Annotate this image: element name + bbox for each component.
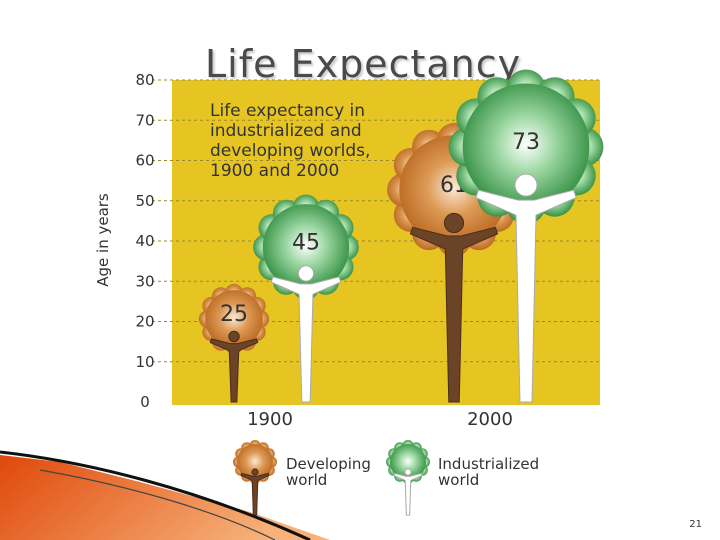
tree-bar-developing-2000: 61 xyxy=(387,123,521,403)
tree-crown xyxy=(448,69,604,225)
data-label: 25 xyxy=(220,302,248,327)
tree-trunk-figure xyxy=(409,212,499,403)
legend-industrialized-icon xyxy=(386,440,430,516)
legend: Developing world Industrialized world xyxy=(233,440,544,516)
tree-trunk-figure xyxy=(209,330,259,403)
y-tick-label: 80 xyxy=(135,71,154,89)
legend-developing-icon xyxy=(233,440,277,516)
slide-title: Life Expectancy xyxy=(205,42,522,86)
y-axis-ticks: 0 10 20 30 40 50 60 70 80 xyxy=(135,71,154,411)
y-tick-label: 70 xyxy=(135,111,154,129)
y-tick-label: 0 xyxy=(140,393,150,411)
tree-trunk-figure xyxy=(270,265,342,403)
chart-title-line: Life expectancy in xyxy=(210,101,365,121)
y-tick-label: 50 xyxy=(135,192,154,210)
chart-title-line: developing worlds, xyxy=(210,141,370,161)
category-label-2000: 2000 xyxy=(467,409,513,430)
legend-industrialized-label: Industrialized world xyxy=(438,455,544,489)
chart-title: Life expectancy in industrialized and de… xyxy=(210,101,376,181)
legend-developing-label: Developing world xyxy=(286,455,376,489)
decorative-swoosh xyxy=(0,450,330,540)
data-label: 73 xyxy=(512,130,540,155)
tree-bar-industrialized-1900: 45 xyxy=(253,194,359,403)
tree-trunk-figure xyxy=(475,173,577,403)
legend-figure xyxy=(393,468,423,516)
y-tick-label: 10 xyxy=(135,353,154,371)
legend-figure xyxy=(240,468,270,516)
tree-bar-developing-1900: 25 xyxy=(198,283,270,403)
y-tick-label: 40 xyxy=(135,232,154,250)
slide-number: 21 xyxy=(689,519,702,530)
chart-title-line: industrialized and xyxy=(210,121,362,141)
chart-title-line: 1900 and 2000 xyxy=(210,161,339,181)
y-tick-label: 60 xyxy=(135,152,154,170)
y-axis-label: Age in years xyxy=(94,193,112,287)
y-tick-label: 20 xyxy=(135,313,154,331)
data-label: 45 xyxy=(292,230,320,255)
category-label-1900: 1900 xyxy=(247,409,293,430)
tree-bar-industrialized-2000: 73 xyxy=(448,69,604,403)
y-tick-label: 30 xyxy=(135,272,154,290)
